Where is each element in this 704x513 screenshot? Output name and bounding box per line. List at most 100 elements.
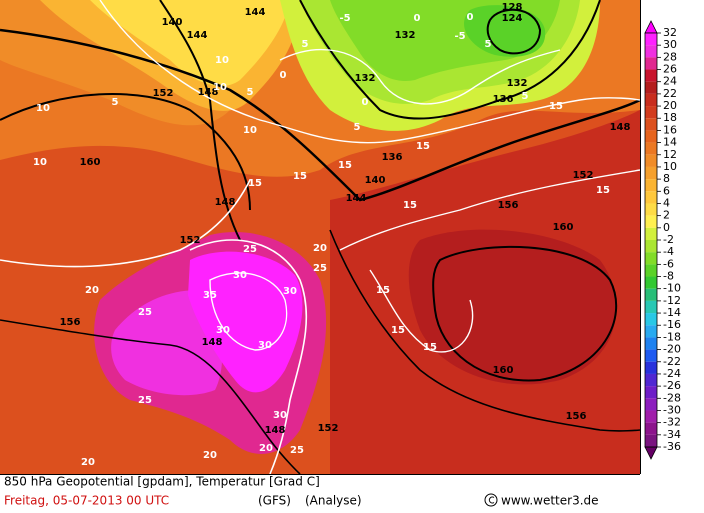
colorbar-band: [645, 337, 657, 350]
colorbar-band: [645, 93, 657, 107]
geopotential-label: 152: [153, 88, 174, 99]
temperature-label: 20: [85, 285, 99, 296]
temperature-label: 0: [414, 13, 421, 24]
colorbar-band: [645, 410, 657, 423]
colorbar-tick-label: -32: [663, 416, 681, 429]
temperature-label: 5: [112, 97, 119, 108]
geopotential-contour: [299, 0, 601, 120]
temperature-contour: [339, 169, 641, 251]
geopotential-contour: [0, 319, 301, 475]
geopotential-label: 136: [382, 152, 403, 163]
temperature-label: 25: [313, 263, 327, 274]
colorbar: 32302826242220181614121086420-2-4-6-8-10…: [644, 20, 681, 460]
temperature-label: 5: [354, 122, 361, 133]
colorbar-tick-label: 8: [663, 172, 670, 185]
geopotential-label: 156: [566, 411, 587, 422]
geopotential-label: 156: [498, 200, 519, 211]
colorbar-band: [645, 57, 657, 70]
temperature-label: 20: [259, 443, 273, 454]
temperature-label: 20: [81, 457, 95, 468]
colorbar-band: [645, 398, 657, 411]
colorbar-band: [645, 227, 657, 240]
temperature-contour: [369, 269, 474, 353]
temperature-label: 25: [138, 395, 152, 406]
colorbar-tick-label: 6: [663, 184, 670, 197]
hot-area-west: [111, 290, 223, 396]
temperature-label: 15: [596, 185, 610, 196]
temperature-label: 30: [258, 340, 272, 351]
geopotential-label: 144: [245, 7, 266, 18]
colorbar-band: [645, 373, 657, 387]
geopotential-label: 144: [187, 30, 208, 41]
geopotential-label: 132: [355, 73, 376, 84]
geopotential-label: 144: [346, 193, 367, 204]
geopotential-label: 124: [502, 13, 523, 24]
geopotential-label: 156: [60, 317, 81, 328]
colorbar-tick-label: -8: [663, 270, 674, 283]
geopotential-label: 152: [573, 170, 594, 181]
colorbar-tick-label: -24: [663, 367, 681, 380]
colorbar-tick-label: 26: [663, 63, 677, 76]
geopotential-label: 148: [202, 337, 223, 348]
colorbar-band: [645, 81, 657, 94]
temperature-label: -5: [339, 13, 350, 24]
colorbar-arrow-top: [644, 20, 658, 34]
colorbar-band: [645, 288, 657, 301]
temperature-label: 5: [302, 39, 309, 50]
colorbar-tick-label: -12: [663, 294, 681, 307]
colorbar-band: [645, 191, 657, 204]
colorbar-band: [645, 349, 657, 362]
colorbar-tick-label: 12: [663, 148, 677, 161]
geopotential-label: 132: [395, 30, 416, 41]
colorbar-band: [645, 386, 657, 399]
temperature-contour: [209, 272, 288, 351]
colorbar-band: [645, 276, 657, 289]
temperature-label: 15: [423, 342, 437, 353]
colorbar-band: [645, 264, 657, 277]
temperature-contour: [189, 239, 308, 475]
temperature-label: 25: [290, 445, 304, 456]
footer-model: (GFS): [258, 494, 291, 508]
colorbar-tick-label: 14: [663, 136, 677, 149]
geopotential-label: 152: [180, 235, 201, 246]
geopotential-label: 160: [553, 222, 574, 233]
colorbar-tick-label: -10: [663, 282, 681, 295]
colorbar-tick-label: -34: [663, 428, 681, 441]
footer-run: (Analyse): [305, 494, 362, 508]
temperature-label: 10: [33, 157, 47, 168]
geopotential-label: 148: [215, 197, 236, 208]
geopotential-contour: [0, 28, 641, 202]
colorbar-tick-label: 22: [663, 87, 677, 100]
light-yellow-area: [90, 0, 290, 87]
colorbar-tick-label: -18: [663, 330, 681, 343]
colorbar-band: [645, 422, 657, 435]
colorbar-band: [645, 300, 657, 314]
temperature-label: 30: [216, 325, 230, 336]
geopotential-contour: [159, 0, 241, 241]
geopotential-label: 148: [610, 122, 631, 133]
footer-credit: www.wetter3.de: [501, 494, 599, 508]
colorbar-tick-label: 18: [663, 111, 677, 124]
colorbar-tick-label: 28: [663, 50, 677, 63]
geopotential-label: 148: [265, 425, 286, 436]
geopotential-label: 140: [365, 175, 386, 186]
colorbar-band: [645, 203, 657, 216]
geopotential-label: 152: [318, 423, 339, 434]
colorbar-tick-label: 32: [663, 26, 677, 39]
geopotential-contour: [486, 8, 542, 55]
colorbar-band: [645, 252, 657, 265]
colorbar-tick-label: 10: [663, 160, 677, 173]
colorbar-tick-label: -4: [663, 245, 674, 258]
contours: [0, 0, 641, 475]
colorbar-band: [645, 179, 657, 192]
colorbar-band: [645, 33, 657, 46]
temperature-label: 15: [391, 325, 405, 336]
geopotential-label: 132: [507, 78, 528, 89]
colorbar-band: [645, 142, 657, 155]
colorbar-tick-label: 24: [663, 75, 677, 88]
colorbar-band: [645, 130, 657, 143]
temperature-label: 30: [233, 270, 247, 281]
temperature-field: [0, 0, 640, 474]
colorbar-tick-label: -16: [663, 318, 681, 331]
colorbar-tick-label: 4: [663, 196, 670, 209]
